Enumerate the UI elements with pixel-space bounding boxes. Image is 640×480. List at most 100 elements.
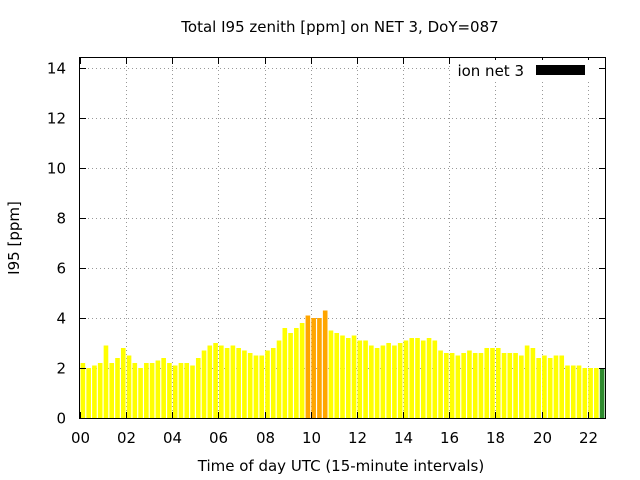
- bar: [242, 350, 247, 418]
- bar: [155, 360, 161, 418]
- bar: [253, 355, 259, 418]
- bar: [513, 353, 518, 418]
- y-tick-label: 4: [56, 310, 66, 328]
- y-tick-label: 0: [56, 410, 66, 428]
- x-tick-label: 22: [579, 429, 598, 447]
- bar: [144, 363, 149, 418]
- bar: [392, 345, 397, 418]
- bar: [345, 338, 351, 418]
- bar: [201, 350, 207, 418]
- bar: [351, 335, 357, 418]
- bar: [582, 368, 588, 418]
- bar: [178, 363, 184, 418]
- legend-swatch: [536, 65, 585, 75]
- bar: [190, 365, 195, 418]
- bar: [547, 358, 553, 418]
- bar: [270, 348, 276, 418]
- bar: [501, 353, 507, 418]
- bar: [120, 348, 126, 418]
- x-tick-label: 20: [533, 429, 552, 447]
- bar: [317, 318, 322, 418]
- bar: [213, 343, 218, 418]
- y-tick-label: 10: [47, 160, 66, 178]
- bar: [259, 355, 265, 418]
- x-tick-label: 16: [440, 429, 459, 447]
- bar: [426, 338, 432, 418]
- bar: [109, 363, 115, 418]
- bar: [461, 353, 466, 418]
- bar: [103, 345, 109, 418]
- plot-border: [79, 57, 606, 419]
- bar: [363, 340, 368, 418]
- x-axis-label: Time of day UTC (15-minute intervals): [197, 457, 484, 475]
- bar: [467, 350, 472, 418]
- bar: [97, 363, 103, 418]
- bar: [444, 353, 449, 418]
- bar: [288, 333, 293, 418]
- bar: [86, 368, 91, 418]
- x-tick-label: 14: [394, 429, 413, 447]
- x-axis: 00 02 04 06 08 10 12 14 16 18 20 22: [71, 58, 598, 447]
- bar: [524, 345, 530, 418]
- bar: [542, 355, 547, 418]
- bar: [294, 328, 299, 418]
- bar: [230, 345, 236, 418]
- bar: [599, 368, 605, 418]
- bar: [449, 353, 455, 418]
- y-tick-label: 8: [56, 210, 66, 228]
- x-tick-label: 12: [348, 429, 367, 447]
- bar: [432, 340, 438, 418]
- bar: [184, 363, 190, 418]
- y-tick-label: 6: [56, 260, 66, 278]
- bar: [507, 353, 513, 418]
- y-tick-label: 12: [47, 110, 66, 128]
- bar: [490, 348, 495, 418]
- bar: [472, 353, 478, 418]
- bars: [80, 310, 605, 418]
- x-tick-label: 08: [256, 429, 275, 447]
- bar: [92, 365, 97, 418]
- bar: [340, 335, 345, 418]
- bar: [80, 363, 86, 418]
- x-tick-label: 00: [71, 429, 90, 447]
- bar: [328, 330, 334, 418]
- bar: [380, 345, 386, 418]
- bar: [334, 333, 340, 418]
- bar: [409, 338, 415, 418]
- bar: [484, 348, 490, 418]
- bar: [455, 355, 461, 418]
- bar: [594, 368, 599, 418]
- bar: [282, 328, 288, 418]
- bar: [536, 358, 541, 418]
- legend: ion net 3: [452, 60, 598, 82]
- x-tick-label: 02: [117, 429, 136, 447]
- bar: [311, 318, 316, 418]
- x-tick-label: 06: [209, 429, 228, 447]
- y-tick-label: 2: [56, 360, 66, 378]
- y-tick-label: 14: [47, 60, 66, 78]
- bar: [224, 348, 230, 418]
- bar: [195, 358, 201, 418]
- bar: [403, 340, 409, 418]
- y-axis: 0 2 4 6 8 10 12 14: [47, 60, 605, 428]
- x-tick-label: 10: [302, 429, 321, 447]
- bar: [161, 358, 166, 418]
- y-axis-label: I95 [ppm]: [5, 201, 23, 275]
- bar: [420, 340, 426, 418]
- bar: [565, 365, 570, 418]
- bar: [126, 355, 132, 418]
- bar: [386, 343, 391, 418]
- bar: [299, 323, 305, 418]
- bar: [219, 345, 224, 418]
- bar: [438, 350, 443, 418]
- bar: [115, 358, 120, 418]
- bar: [369, 345, 374, 418]
- bar: [207, 345, 213, 418]
- bar: [553, 355, 559, 418]
- bar: [397, 343, 403, 418]
- bar: [276, 340, 282, 418]
- x-tick-label: 18: [486, 429, 505, 447]
- bar: [247, 353, 253, 418]
- bar: [570, 365, 576, 418]
